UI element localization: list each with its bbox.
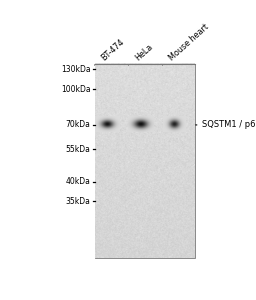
- Text: 55kDa: 55kDa: [66, 145, 91, 154]
- Text: HeLa: HeLa: [133, 42, 154, 63]
- Text: Mouse heart: Mouse heart: [167, 22, 210, 63]
- Text: 40kDa: 40kDa: [66, 177, 91, 186]
- Text: BT-474: BT-474: [99, 38, 126, 63]
- Text: SQSTM1 / p62: SQSTM1 / p62: [202, 120, 256, 129]
- Bar: [95, 64, 195, 258]
- Text: 100kDa: 100kDa: [61, 85, 91, 94]
- Text: 130kDa: 130kDa: [61, 65, 91, 74]
- Text: 35kDa: 35kDa: [66, 197, 91, 206]
- Text: 70kDa: 70kDa: [66, 120, 91, 129]
